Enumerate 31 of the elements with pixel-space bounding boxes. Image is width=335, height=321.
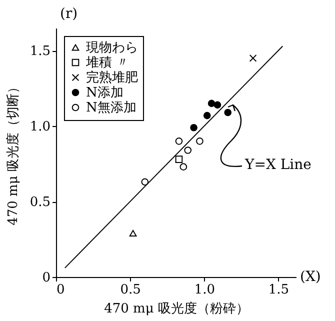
point — [196, 138, 204, 145]
point — [224, 108, 232, 116]
point — [190, 124, 198, 132]
y-tick-label: 1.0 — [30, 120, 50, 135]
y-tick-label: 0.5 — [30, 195, 50, 210]
x-tick-label: 0.5 — [120, 282, 141, 298]
annotation: Y=X Line — [244, 157, 312, 173]
point — [184, 146, 192, 154]
x-tick-label: 1.0 — [194, 282, 215, 298]
x-tick-label: 1.5 — [268, 282, 290, 298]
point — [203, 112, 211, 120]
point — [214, 101, 222, 109]
text: (r) — [60, 6, 78, 22]
point — [129, 230, 137, 236]
x-tick-label: 0 — [56, 282, 65, 298]
point — [141, 178, 149, 186]
point — [208, 100, 216, 108]
legend-label: 現物わら — [86, 40, 138, 56]
y-tick-label: 1.5 — [30, 44, 50, 60]
legend-label: 堆積 〃 — [85, 56, 130, 70]
point — [180, 163, 188, 170]
text: (X) — [300, 269, 321, 285]
point — [175, 138, 183, 145]
legend-label: 完熟堆肥 — [86, 70, 138, 86]
legend-label: N無添加 — [86, 100, 136, 116]
legend-label: N添加 — [86, 86, 124, 100]
x-axis-title: 470 mμ 吸光度（粉砕） — [104, 300, 249, 316]
y-axis-title: 470 mμ 吸光度（切断） — [4, 80, 21, 226]
y-tick-label: 0 — [42, 270, 50, 286]
point — [249, 54, 257, 62]
point — [175, 156, 183, 163]
